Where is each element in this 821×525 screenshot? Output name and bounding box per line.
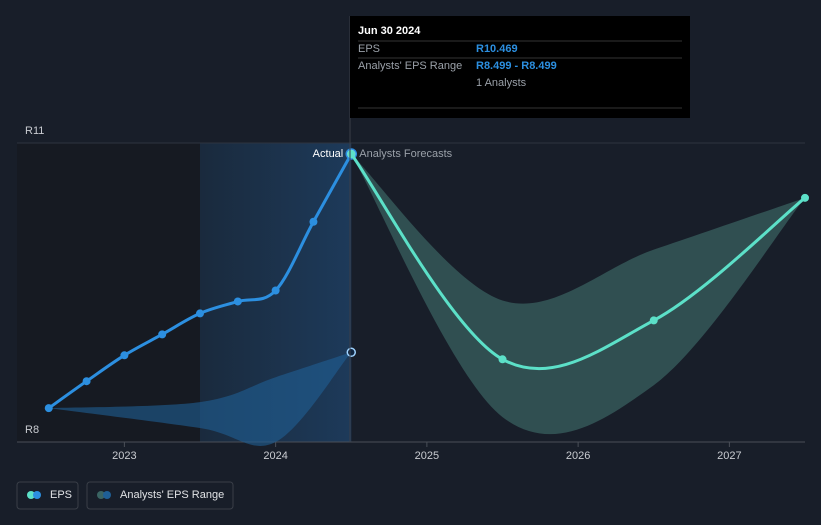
range-area — [351, 153, 805, 435]
legend-swatch — [27, 491, 35, 499]
point — [347, 149, 356, 158]
tooltip-value: R10.469 — [476, 43, 518, 55]
x-tick-label: 2026 — [566, 450, 590, 462]
tooltip-value: R8.499 - R8.499 — [476, 60, 557, 72]
annotation: Actual — [313, 148, 344, 160]
legend-swatch — [97, 491, 105, 499]
range-point — [346, 347, 357, 358]
point — [82, 377, 91, 386]
point — [120, 351, 129, 360]
legend-item[interactable] — [86, 481, 234, 510]
tooltip-label: EPS — [358, 43, 380, 55]
x-tick-label: 2023 — [112, 450, 136, 462]
annotation: Analysts Forecasts — [359, 148, 452, 160]
legend: EPS Analysts' EPS Range — [16, 481, 234, 510]
plot-area: R8 R11 2023 2024 2025 2026 2027 Actual Analysts … — [17, 125, 809, 462]
legend-swatch — [103, 491, 111, 499]
tooltip-title: Jun 30 2024 — [358, 25, 421, 37]
point — [271, 286, 280, 295]
tooltip-label: Analysts' EPS Range — [358, 60, 462, 72]
tooltip: Jun 30 2024 EPS R10.469 Analysts' EPS Ra… — [349, 16, 690, 442]
legend-label: Analysts' EPS Range — [120, 489, 224, 501]
point — [309, 217, 318, 226]
y-tick-label: R11 — [25, 125, 44, 137]
point — [801, 193, 809, 202]
line — [350, 153, 806, 371]
x-tick-label: 2027 — [717, 450, 741, 462]
x-tick-label: 2025 — [415, 450, 439, 462]
point — [498, 355, 507, 364]
legend-item[interactable] — [16, 481, 79, 510]
past-shade — [17, 143, 201, 442]
point — [233, 297, 242, 306]
point — [196, 309, 205, 318]
legend-label: EPS — [50, 489, 72, 501]
tooltip-note: 1 Analysts — [476, 77, 527, 89]
point — [158, 330, 167, 339]
point — [44, 404, 53, 413]
legend-swatch — [33, 491, 41, 499]
tooltip-box — [350, 16, 690, 118]
x-tick-label: 2024 — [263, 450, 287, 462]
point — [649, 316, 658, 325]
range-area — [48, 352, 352, 446]
y-tick-label: R8 — [25, 424, 39, 436]
